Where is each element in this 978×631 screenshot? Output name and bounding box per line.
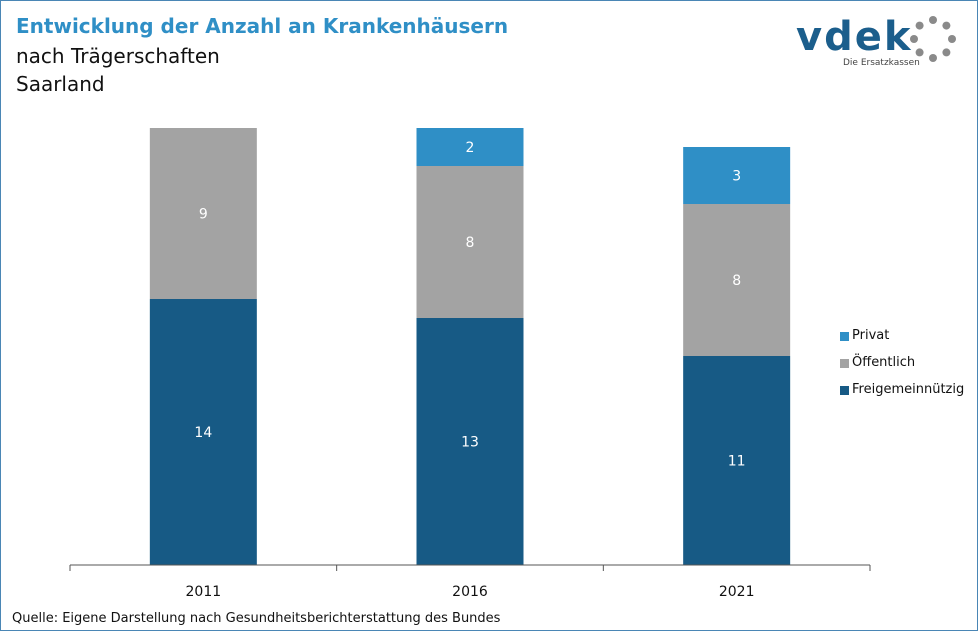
bar-segment-oeffentlich-2011 <box>149 128 257 299</box>
legend-label-oeffentlich: Öffentlich <box>852 355 916 370</box>
data-label-freigemeinnuetzig-2021: 11 <box>728 454 746 470</box>
logo-wordmark: vdek <box>796 14 913 60</box>
chart-title: Entwicklung der Anzahl an Krankenhäusern <box>16 14 509 38</box>
bar-segment-freigemeinnuetzig-2016 <box>416 318 524 565</box>
legend-swatch-oeffentlich <box>840 359 849 368</box>
data-label-freigemeinnuetzig-2011: 14 <box>194 425 212 441</box>
legend-label-privat: Privat <box>852 328 890 343</box>
logo-tagline: Die Ersatzkassen <box>843 58 920 68</box>
bar-segment-freigemeinnuetzig-2011 <box>149 299 257 565</box>
bar-segment-freigemeinnuetzig-2021 <box>683 356 791 565</box>
bar-segment-privat-2016 <box>416 128 524 166</box>
chart-subtitle-line2: Saarland <box>16 72 105 96</box>
bar-segment-oeffentlich-2021 <box>683 204 791 356</box>
data-label-freigemeinnuetzig-2016: 13 <box>461 435 479 451</box>
data-label-oeffentlich-2016: 8 <box>466 235 475 251</box>
data-label-oeffentlich-2011: 9 <box>199 207 208 223</box>
source-note: Quelle: Eigene Darstellung nach Gesundhe… <box>12 611 501 626</box>
bar-segment-privat-2021 <box>683 147 791 204</box>
x-tick-label-2016: 2016 <box>452 584 488 600</box>
legend-label-freigemeinnuetzig: Freigemeinnützig <box>852 382 965 397</box>
x-tick-label-2011: 2011 <box>186 584 222 600</box>
x-tick-label-2021: 2021 <box>719 584 755 600</box>
chart-subtitle-line1: nach Trägerschaften <box>16 44 220 68</box>
data-label-oeffentlich-2021: 8 <box>732 273 741 289</box>
vdek-logo: vdek Die Ersatzkassen <box>796 12 966 72</box>
legend-swatch-freigemeinnuetzig <box>840 386 849 395</box>
legend-swatch-privat <box>840 332 849 341</box>
data-label-privat-2016: 2 <box>466 140 475 156</box>
data-label-privat-2021: 3 <box>732 169 741 185</box>
bar-segment-oeffentlich-2016 <box>416 166 524 318</box>
logo-ring-icon <box>910 16 956 62</box>
